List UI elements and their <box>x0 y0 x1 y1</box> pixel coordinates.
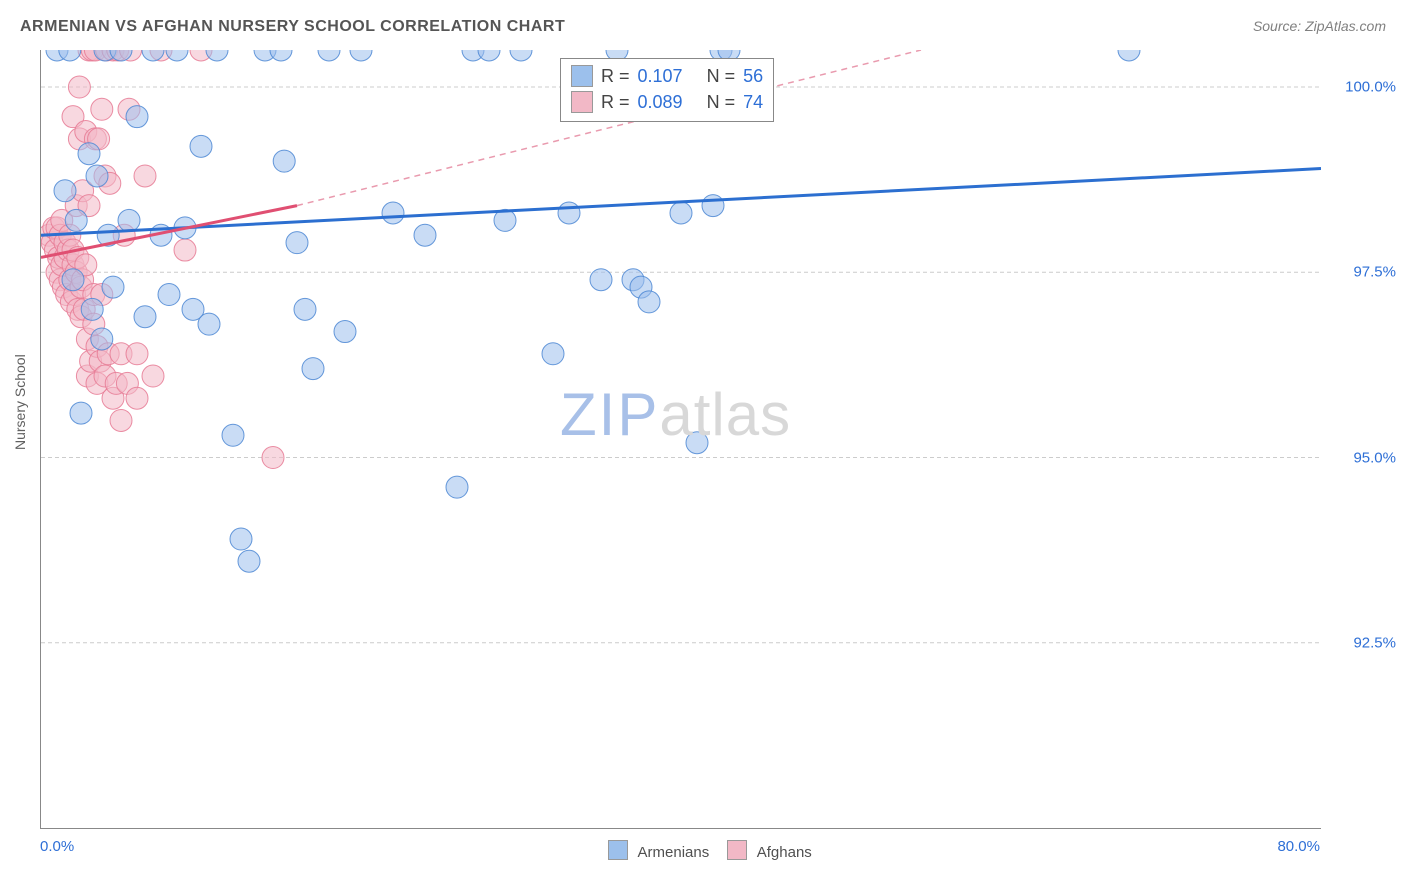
stats-r-label: R = <box>601 66 630 87</box>
chart-area <box>40 50 1321 829</box>
stats-n-label: N = <box>707 92 736 113</box>
stats-r-value: 0.107 <box>638 66 683 87</box>
y-tick-label: 95.0% <box>1353 449 1396 466</box>
chart-title: ARMENIAN VS AFGHAN NURSERY SCHOOL CORREL… <box>20 18 565 36</box>
bottom-legend: Armenians Afghans <box>0 840 1406 861</box>
legend-swatch-afghans <box>727 840 747 860</box>
stats-r-value: 0.089 <box>638 92 683 113</box>
y-tick-label: 92.5% <box>1353 634 1396 651</box>
y-tick-label: 97.5% <box>1353 264 1396 281</box>
stats-n-value: 74 <box>743 92 763 113</box>
stats-row-armenians: R = 0.107 N = 56 <box>571 63 763 89</box>
stats-box: R = 0.107 N = 56 R = 0.089 N = 74 <box>560 58 774 122</box>
legend-swatch-armenians <box>608 840 628 860</box>
y-axis-label: Nursery School <box>12 354 28 450</box>
stats-swatch-armenians <box>571 65 593 87</box>
stats-swatch-afghans <box>571 91 593 113</box>
legend-label-afghans: Afghans <box>757 844 812 861</box>
stats-n-value: 56 <box>743 66 763 87</box>
source-label: Source: ZipAtlas.com <box>1253 18 1386 34</box>
stats-row-afghans: R = 0.089 N = 74 <box>571 89 763 115</box>
stats-n-label: N = <box>707 66 736 87</box>
chart-svg <box>41 50 1321 828</box>
legend-label-armenians: Armenians <box>638 844 710 861</box>
y-tick-label: 100.0% <box>1345 79 1396 96</box>
stats-r-label: R = <box>601 92 630 113</box>
